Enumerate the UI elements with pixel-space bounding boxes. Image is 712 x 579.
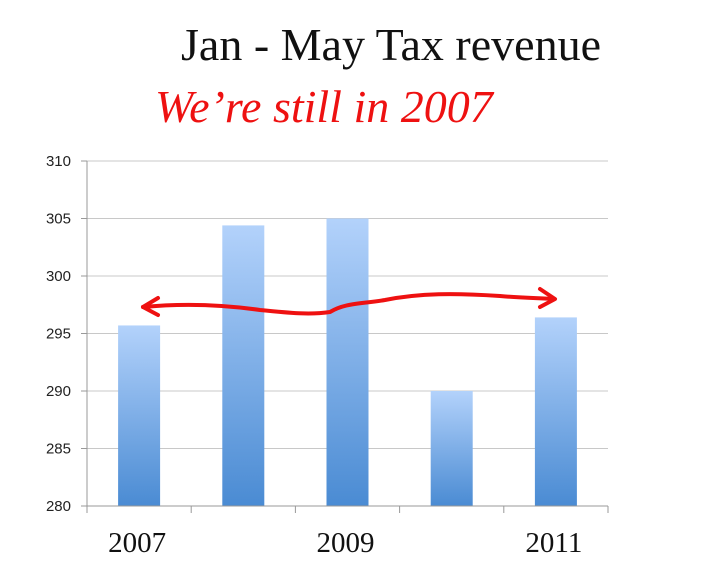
- bar-2007: [118, 325, 161, 506]
- y-tick-label: 300: [46, 268, 71, 285]
- bar-2011: [534, 317, 577, 506]
- y-tick-label: 280: [46, 498, 71, 515]
- y-tick-label: 295: [46, 326, 71, 343]
- bars: [118, 218, 577, 506]
- bar-2009: [326, 218, 369, 506]
- axes: [86, 161, 609, 513]
- arrow-head-right: [538, 287, 557, 309]
- bar-2008: [222, 225, 265, 506]
- x-tick-labels: 2007 2009 2011: [108, 527, 582, 559]
- red-arrow-annotation: [141, 287, 557, 317]
- chart-subtitle: We’re still in 2007: [155, 81, 493, 132]
- chart-title: Jan - May Tax revenue: [181, 19, 601, 70]
- arrow-head-left: [141, 296, 160, 317]
- y-tick-label: 285: [46, 441, 71, 458]
- bar-2010: [430, 391, 473, 506]
- x-tick-label: 2011: [525, 527, 582, 559]
- y-tick-label: 305: [46, 211, 71, 228]
- y-tick-labels: 280 285 290 295 300 305 310: [46, 153, 71, 515]
- y-tick-label: 310: [46, 153, 71, 170]
- x-tick-label: 2009: [317, 527, 375, 559]
- x-tick-label: 2007: [108, 527, 166, 559]
- arrow-shaft: [141, 292, 556, 316]
- y-tick-label: 290: [46, 383, 71, 400]
